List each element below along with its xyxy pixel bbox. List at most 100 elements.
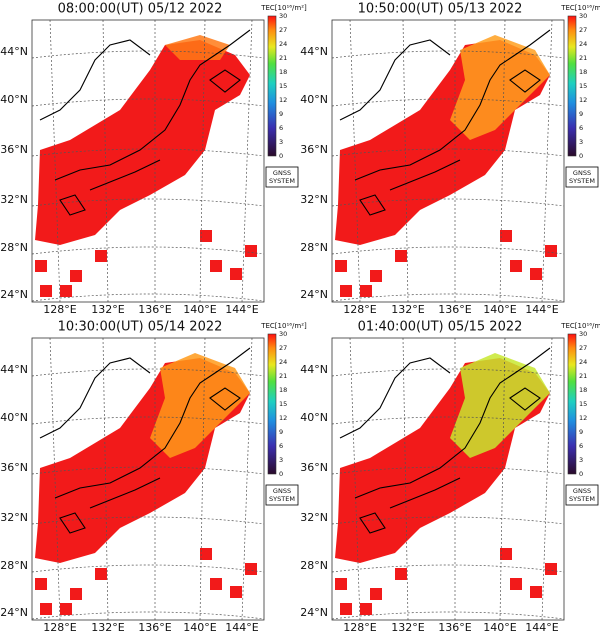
latitude-label: 44°N [0, 45, 28, 58]
latitude-label: 36°N [300, 461, 328, 474]
tec-patch [500, 230, 512, 242]
longitude-label: 128°E [43, 621, 76, 634]
colorbar [267, 15, 277, 157]
longitude-label: 128°E [343, 621, 376, 634]
tec-patch [360, 285, 372, 297]
tec-patch [70, 588, 82, 600]
latitude-label: 28°N [0, 241, 28, 254]
colorbar-tick: 0 [279, 470, 283, 478]
parallel [331, 611, 565, 620]
tec-patch [370, 270, 382, 282]
colorbar-label: TEC[10¹⁶/m²] [560, 4, 600, 12]
map-border [331, 19, 565, 303]
tec-patch [35, 578, 47, 590]
tec-patch [395, 250, 407, 262]
tec-patch [200, 230, 212, 242]
colorbar-label: TEC[10¹⁶/m²] [260, 322, 307, 330]
tec-patch [545, 245, 557, 257]
longitude-label: 140°E [183, 303, 216, 316]
colorbar-tick: 9 [279, 110, 283, 118]
tec-patch [245, 245, 257, 257]
parallel [31, 564, 265, 573]
tec-patch [395, 568, 407, 580]
meridian [199, 19, 206, 303]
badge-box [265, 484, 299, 506]
meridian [402, 19, 409, 303]
longitude-label: 144°E [225, 303, 258, 316]
longitude-label: 132°E [91, 303, 124, 316]
parallel [331, 148, 565, 157]
latitude-label: 40°N [0, 411, 28, 424]
latitude-label: 44°N [300, 363, 328, 376]
coastline [39, 29, 251, 216]
longitude-label: 136°E [438, 303, 471, 316]
colorbar-tick: 27 [279, 26, 287, 34]
badge-box [265, 166, 299, 188]
colorbar-tick: 6 [279, 124, 283, 132]
longitude-label: 140°E [483, 621, 516, 634]
colorbar-tick: 24 [579, 40, 587, 48]
meridian [241, 19, 253, 303]
colorbar-tick: 24 [279, 40, 287, 48]
latitude-label: 32°N [0, 511, 28, 524]
tec-patch [40, 285, 52, 297]
colorbar-tick: 0 [279, 152, 283, 160]
tec-patch [335, 260, 347, 272]
colorbar-tick: 9 [279, 428, 283, 436]
coastline [39, 347, 251, 534]
colorbar-tick: 18 [579, 386, 587, 394]
badge-text: SYSTEM [569, 495, 595, 503]
colorbar-tick: 24 [279, 358, 287, 366]
parallel [31, 50, 265, 59]
meridian [349, 19, 361, 303]
longitude-label: 128°E [43, 303, 76, 316]
parallel [331, 246, 565, 255]
colorbar-tick: 18 [579, 68, 587, 76]
colorbar-tick: 12 [579, 96, 587, 104]
map-border [331, 337, 565, 621]
latitude-label: 36°N [0, 143, 28, 156]
meridian [541, 19, 553, 303]
latitude-label: 40°N [300, 93, 328, 106]
colorbar-tick: 18 [279, 68, 287, 76]
badge-box [565, 166, 599, 188]
tec-patch [245, 563, 257, 575]
parallel [331, 416, 565, 425]
latitude-label: 40°N [300, 411, 328, 424]
meridian [349, 337, 361, 621]
colorbar-tick: 27 [579, 26, 587, 34]
longitude-label: 136°E [138, 621, 171, 634]
longitude-label: 144°E [225, 621, 258, 634]
panel-title: 01:40:00(UT) 05/15 2022 [358, 320, 523, 335]
colorbar-tick: 21 [579, 372, 587, 380]
latitude-label: 24°N [0, 288, 28, 301]
colorbar-tick: 21 [279, 372, 287, 380]
colorbar-tick: 21 [579, 54, 587, 62]
panel-title: 10:50:00(UT) 05/13 2022 [358, 2, 523, 17]
longitude-label: 144°E [525, 303, 558, 316]
parallel [31, 416, 265, 425]
latitude-label: 28°N [300, 241, 328, 254]
latitude-label: 32°N [0, 193, 28, 206]
tec-patch [510, 578, 522, 590]
meridian [102, 337, 109, 621]
map-panel: 01:40:00(UT) 05/15 2022 44°N 40°N 36°N 32°N 2… [300, 320, 600, 635]
tec-patch [40, 603, 52, 615]
badge-text: SYSTEM [269, 495, 295, 503]
colorbar-tick: 21 [279, 54, 287, 62]
tec-patch [530, 268, 542, 280]
longitude-label: 132°E [391, 621, 424, 634]
colorbar-tick: 6 [279, 442, 283, 450]
colorbar-tick: 12 [279, 96, 287, 104]
meridian [49, 19, 61, 303]
colorbar [267, 333, 277, 475]
colorbar-tick: 12 [579, 414, 587, 422]
latitude-label: 24°N [300, 606, 328, 619]
badge-text: GNSS [273, 169, 291, 177]
tec-patch [230, 586, 242, 598]
colorbar-tick: 15 [279, 400, 287, 408]
tec-patch [360, 603, 372, 615]
colorbar-tick: 30 [279, 330, 287, 338]
colorbar-tick: 24 [579, 358, 587, 366]
